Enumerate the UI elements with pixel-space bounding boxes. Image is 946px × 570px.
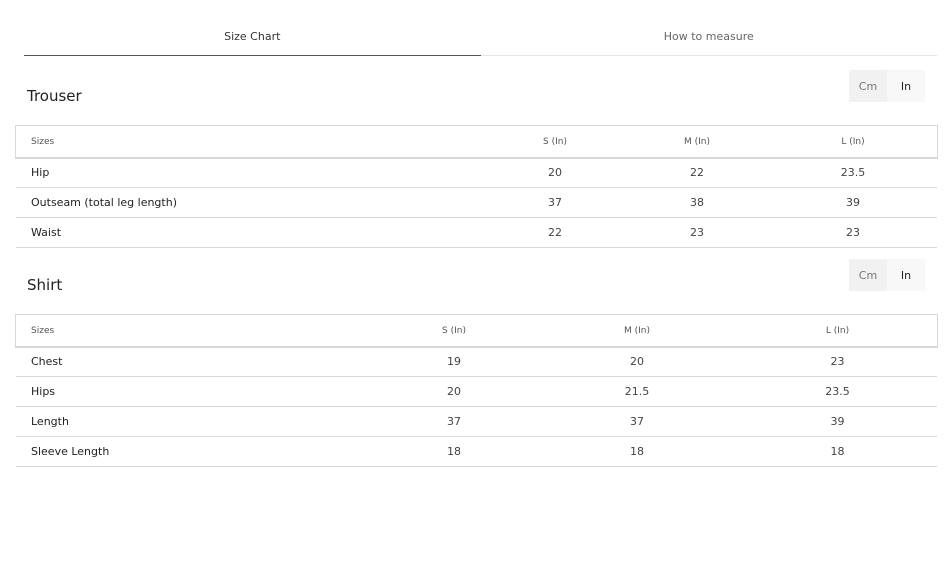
cell-value: 18 [536, 436, 738, 467]
table-row: Length 37 37 39 [16, 406, 937, 437]
cell-value: 22 [625, 157, 769, 188]
cell-value: 21.5 [536, 376, 738, 407]
tab-bar: Size Chart How to measure [24, 24, 937, 56]
table-row: Waist 22 23 23 [16, 217, 937, 248]
cell-value: 37 [536, 406, 738, 437]
column-header: S (In) [372, 314, 536, 347]
shirt-size-table: Sizes S (In) M (In) L (In) Chest 19 20 23 Hi… [15, 313, 938, 467]
cell-value: 23 [625, 217, 769, 248]
cell-value: 39 [769, 187, 937, 218]
table-row: Chest 19 20 23 [16, 346, 937, 377]
row-label: Sleeve Length [16, 436, 372, 467]
column-header: M (In) [536, 314, 738, 347]
column-header: L (In) [769, 125, 937, 158]
column-header: L (In) [738, 314, 937, 347]
cell-value: 19 [372, 346, 536, 377]
section-title: Trouser [27, 87, 82, 105]
cell-value: 18 [738, 436, 937, 467]
row-label: Hip [16, 157, 485, 188]
cell-value: 20 [372, 376, 536, 407]
cell-value: 18 [372, 436, 536, 467]
tab-how-to-measure[interactable]: How to measure [663, 30, 754, 43]
unit-in-button[interactable]: In [887, 259, 925, 291]
cell-value: 20 [536, 346, 738, 377]
tab-size-chart[interactable]: Size Chart [24, 24, 481, 56]
row-label: Waist [16, 217, 485, 248]
unit-in-button[interactable]: In [887, 70, 925, 102]
cell-value: 20 [485, 157, 625, 188]
column-header: S (In) [485, 125, 625, 158]
cell-value: 39 [738, 406, 937, 437]
cell-value: 22 [485, 217, 625, 248]
column-header: M (In) [625, 125, 769, 158]
cell-value: 23.5 [769, 157, 937, 188]
column-header: Sizes [16, 314, 372, 347]
table-row: Hip 20 22 23.5 [16, 157, 937, 188]
cell-value: 38 [625, 187, 769, 218]
unit-cm-button[interactable]: Cm [849, 70, 887, 102]
row-label: Length [16, 406, 372, 437]
column-header: Sizes [16, 125, 485, 158]
table-row: Outseam (total leg length) 37 38 39 [16, 187, 937, 218]
table-row: Hips 20 21.5 23.5 [16, 376, 937, 407]
cell-value: 37 [485, 187, 625, 218]
section-title: Shirt [27, 276, 63, 294]
row-label: Chest [16, 346, 372, 377]
unit-toggle: Cm In [849, 259, 925, 291]
table-row: Sleeve Length 18 18 18 [16, 436, 937, 467]
cell-value: 23 [769, 217, 937, 248]
trouser-size-table: Sizes S (In) M (In) L (In) Hip 20 22 23.5 Ou… [15, 124, 938, 248]
unit-cm-button[interactable]: Cm [849, 259, 887, 291]
unit-toggle: Cm In [849, 70, 925, 102]
row-label: Hips [16, 376, 372, 407]
cell-value: 37 [372, 406, 536, 437]
cell-value: 23 [738, 346, 937, 377]
cell-value: 23.5 [738, 376, 937, 407]
row-label: Outseam (total leg length) [16, 187, 485, 218]
